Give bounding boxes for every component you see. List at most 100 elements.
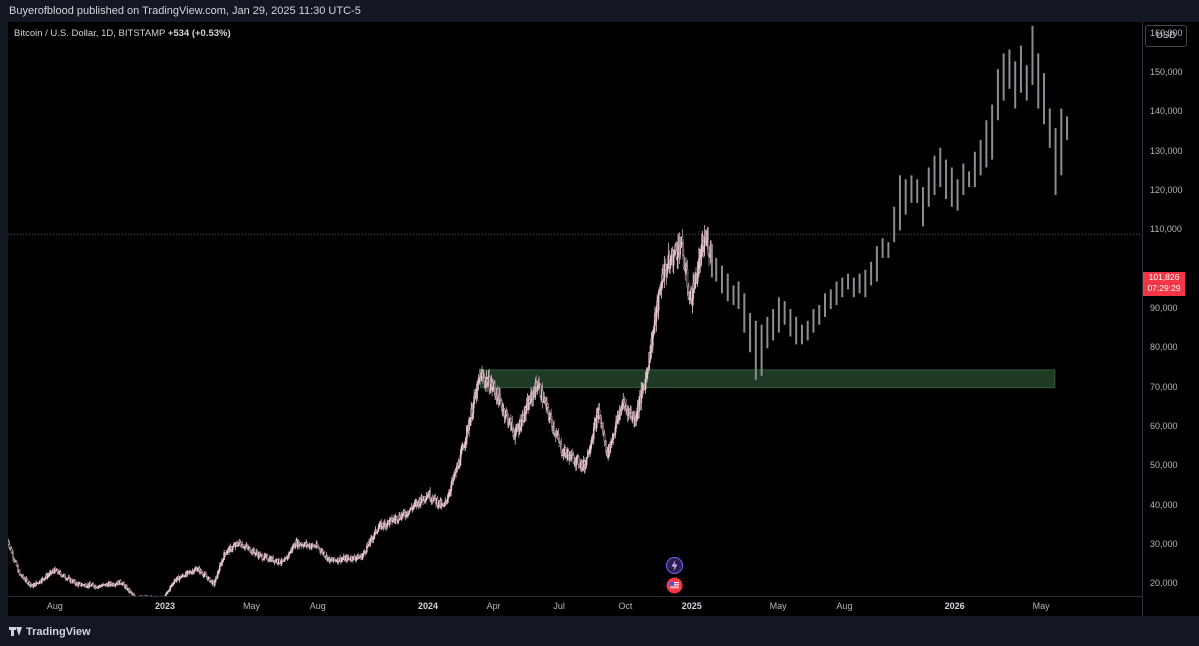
candle-body [231, 546, 234, 550]
projection-bar [829, 289, 832, 309]
candle-body [33, 584, 35, 588]
x-tick-label: 2023 [155, 601, 176, 611]
projection-bar [864, 269, 867, 298]
projection-bar [841, 277, 844, 298]
projection-bar [910, 175, 913, 203]
y-tick-label: 60,000 [1150, 420, 1178, 431]
projection-bar [823, 293, 826, 317]
y-tick-label: 70,000 [1150, 381, 1178, 392]
y-tick-label: 90,000 [1150, 303, 1178, 313]
last-price-label: 101,826 07:29:29 [1143, 272, 1185, 296]
candle-body [553, 426, 555, 434]
candle-body [663, 264, 666, 281]
projection-bar [1060, 108, 1063, 176]
y-tick-label: 130,000 [1150, 145, 1183, 156]
x-tick-label: May [769, 601, 787, 611]
projection-bar [927, 167, 930, 207]
y-tick-label: 20,000 [1150, 578, 1178, 589]
y-tick-label: 110,000 [1150, 224, 1182, 235]
candle-body [434, 495, 437, 499]
projection-bar [921, 187, 924, 227]
projection-bar [743, 293, 746, 333]
projection-bar [1014, 61, 1017, 109]
last-price-value: 101,826 [1148, 272, 1180, 282]
projection-bar [968, 171, 971, 188]
x-tick-label: Jul [553, 601, 565, 611]
projection-bar [806, 320, 809, 341]
x-tick-label: Aug [309, 601, 326, 611]
projection-bar [875, 246, 878, 282]
time-axis[interactable] [8, 596, 1142, 617]
candle-body [657, 291, 660, 311]
projection-bar [777, 297, 780, 333]
y-tick-label: 80,000 [1150, 342, 1178, 353]
projection-bar [795, 316, 798, 345]
projection-bar [1019, 45, 1022, 93]
candle-body [525, 403, 528, 411]
x-tick-label: May [242, 601, 261, 611]
projection-bar [956, 179, 959, 211]
projection-bar [852, 277, 855, 298]
projection-bar [800, 324, 803, 345]
candle-body [134, 595, 136, 596]
projection-bar [720, 265, 723, 294]
us-flag-event-icon[interactable] [666, 577, 683, 594]
candle-body [377, 527, 380, 532]
projection-bar [991, 104, 994, 160]
flash-event-icon[interactable] [666, 557, 683, 574]
candle-body [675, 250, 678, 258]
projection-bar [1066, 116, 1069, 140]
published-line: Buyerofblood published on TradingView.co… [9, 5, 361, 17]
candle-body [18, 570, 21, 575]
projection-bar [1025, 65, 1028, 101]
support-zone [480, 369, 1056, 389]
candle-body [551, 419, 553, 427]
x-tick-label: 2025 [681, 601, 702, 611]
projection-bar [933, 155, 936, 195]
projection-bar [749, 312, 752, 353]
symbol-legend[interactable]: Bitcoin / U.S. Dollar, 1D, BITSTAMP +534… [14, 28, 231, 39]
projection-bar [737, 281, 740, 309]
price-axis[interactable] [1142, 22, 1199, 616]
candle-body [219, 565, 221, 571]
projection-bar [760, 324, 763, 376]
candle-body [213, 582, 216, 586]
y-tick-label: 120,000 [1150, 185, 1183, 196]
projection-bar [996, 69, 999, 121]
projection-bar [858, 273, 861, 294]
y-tick-label: 40,000 [1150, 499, 1178, 510]
price-chart[interactable] [8, 22, 1142, 596]
projection-bar [715, 257, 718, 282]
x-tick-label: Apr [486, 601, 501, 611]
projection-bar [772, 309, 775, 341]
x-tick-label: 2024 [418, 601, 439, 611]
projection-bar [973, 151, 976, 188]
symbol-change: +534 (+0.53%) [167, 28, 231, 39]
publish-header: Buyerofblood published on TradingView.co… [0, 0, 1199, 22]
chart-area[interactable] [8, 22, 1142, 596]
candle-body [605, 440, 607, 452]
projection-bar [887, 242, 890, 258]
footer-bar [0, 616, 1199, 646]
currency-button[interactable]: USD [1145, 25, 1187, 47]
candle-body [278, 558, 281, 564]
candle-body [603, 433, 606, 442]
projection-bar [1043, 73, 1046, 125]
x-tick-label: Aug [46, 601, 63, 611]
last-price-countdown: 07:29:29 [1147, 283, 1181, 293]
projection-bar [881, 238, 884, 258]
tradingview-logo[interactable]: TradingView [9, 626, 91, 638]
projection-bar [732, 285, 735, 306]
candle-body [638, 401, 640, 412]
projection-bar [898, 175, 901, 231]
y-tick-label: 140,000 [1150, 106, 1183, 117]
projection-bar [1054, 128, 1057, 195]
projection-bar [979, 139, 982, 176]
symbol-name: Bitcoin / U.S. Dollar, 1D, BITSTAMP [14, 28, 166, 39]
projection-bar [1008, 49, 1011, 89]
x-tick-label: Aug [836, 601, 853, 611]
projection-bar [945, 159, 948, 199]
y-tick-label: 160,000 [1150, 27, 1183, 38]
projection-bar [1037, 53, 1040, 109]
candle-body [323, 552, 326, 557]
